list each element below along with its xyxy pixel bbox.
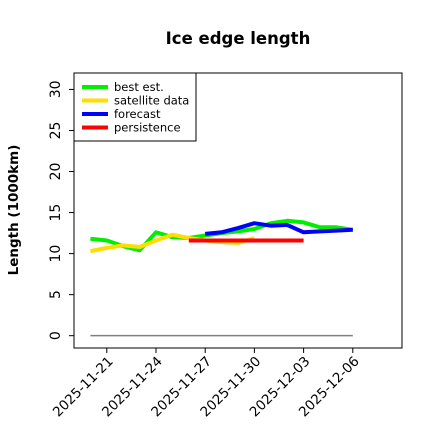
legend-box bbox=[73, 72, 197, 142]
series-line-2 bbox=[205, 221, 353, 236]
legend: best est.satellite dataforecastpersisten… bbox=[73, 72, 197, 142]
legend-label: persistence bbox=[114, 121, 181, 135]
y-axis-label: Length (1000km) bbox=[6, 145, 22, 276]
series-layer bbox=[90, 218, 354, 254]
chart-title: Ice edge length bbox=[166, 29, 311, 48]
y-tick-label: 30 bbox=[48, 80, 64, 98]
y-tick-label: 0 bbox=[48, 331, 64, 340]
y-tick-label: 15 bbox=[48, 204, 64, 222]
y-tick-label: 10 bbox=[48, 245, 64, 263]
y-tick-label: 5 bbox=[48, 290, 64, 299]
y-axis-ticks: 0 5 10 15 20 25 30 bbox=[48, 80, 74, 340]
y-tick-label: 20 bbox=[48, 163, 64, 181]
y-tick-label: 25 bbox=[48, 122, 64, 140]
legend-label: best est. bbox=[114, 80, 164, 94]
legend-label: satellite data bbox=[114, 94, 189, 108]
x-axis-ticks: 2025-11-212025-11-242025-11-272025-11-30… bbox=[50, 348, 363, 420]
plot-area bbox=[73, 72, 403, 349]
legend-label: forecast bbox=[114, 107, 161, 121]
